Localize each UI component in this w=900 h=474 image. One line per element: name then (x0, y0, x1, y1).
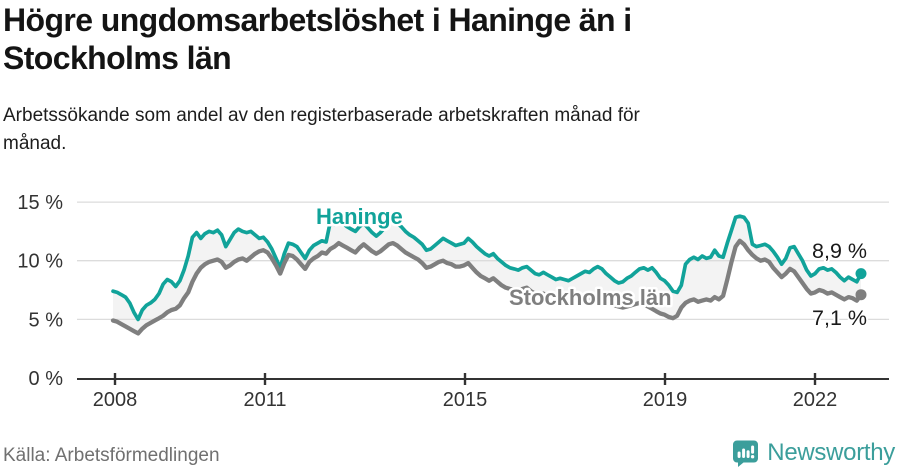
title-line-2: Stockholms län (3, 40, 232, 76)
bar-chart-bubble-icon (730, 438, 760, 468)
newsworthy-logo: Newsworthy (730, 438, 895, 468)
subtitle-line-1: Arbetssökande som andel av den registerb… (3, 105, 640, 126)
page-title: Högre ungdomsarbetslöshet i Haninge än i… (3, 1, 883, 77)
x-tick-label-2011: 2011 (243, 389, 286, 411)
y-tick-label-5: 5 % (29, 309, 64, 331)
title-line-1: Högre ungdomsarbetslöshet i Haninge än i (3, 2, 632, 38)
x-tick-label-2015: 2015 (443, 389, 488, 411)
series-line-haninge (111, 214, 863, 322)
x-tick-label-2022: 2022 (793, 389, 838, 411)
series-gap-fill (113, 216, 861, 334)
end-value-label-haninge: 8,9 % (812, 239, 867, 263)
y-tick-label-0: 0 % (29, 368, 64, 390)
y-tick-label-15: 15 % (17, 192, 63, 214)
series-label-stockholms-lan: Stockholms län (509, 285, 672, 310)
end-dot-haninge (855, 268, 867, 280)
end-dot-stockholms-lan (855, 289, 867, 301)
end-value-label-stockholms-lan: 7,1 % (812, 306, 867, 330)
subtitle-line-2: månad. (3, 133, 67, 154)
chart-subtitle: Arbetssökande som andel av den registerb… (3, 102, 863, 158)
x-tick-label-2019: 2019 (643, 389, 688, 411)
source-attribution: Källa: Arbetsförmedlingen (3, 445, 220, 466)
y-tick-label-10: 10 % (17, 251, 63, 273)
series-line-stockholms-lan (110, 238, 864, 336)
brand-wordmark: Newsworthy (767, 439, 895, 466)
series-label-haninge: Haninge (316, 204, 403, 229)
x-tick-label-2008: 2008 (93, 389, 138, 411)
